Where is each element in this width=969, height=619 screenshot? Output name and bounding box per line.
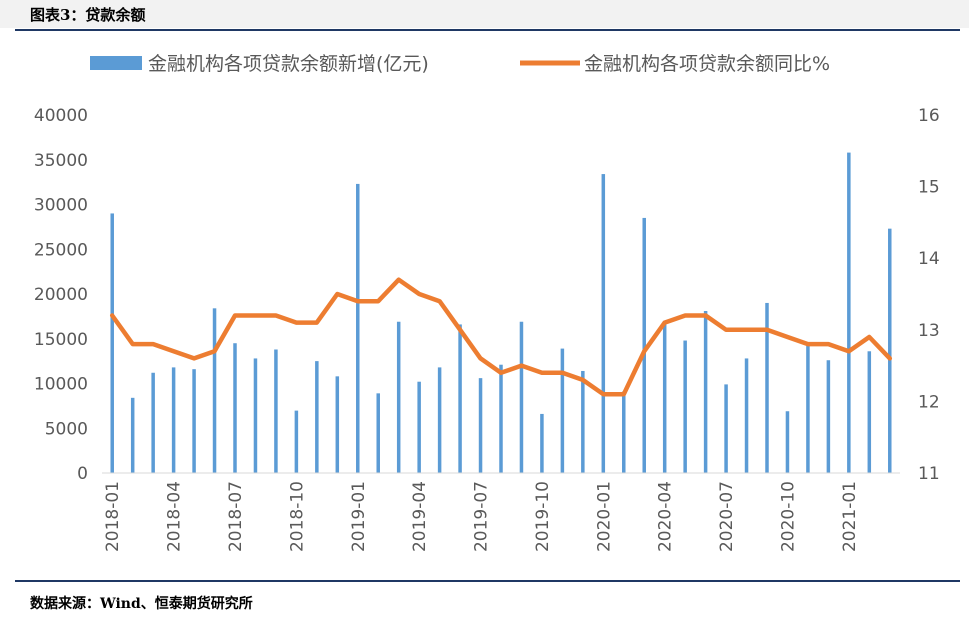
bar — [540, 413, 544, 473]
bar — [274, 349, 278, 473]
bar — [683, 340, 687, 473]
x-tick-label: 2018-10 — [287, 481, 307, 552]
title-bar — [0, 0, 969, 28]
x-tick-label: 2018-07 — [226, 481, 246, 552]
right-tick-label: 11 — [918, 464, 940, 484]
left-tick-label: 30000 — [34, 196, 88, 216]
bar — [560, 348, 565, 473]
bar — [744, 358, 749, 473]
left-tick-label: 35000 — [34, 151, 88, 171]
source-note: 数据来源：Wind、恒泰期货研究所 — [30, 596, 253, 612]
legend-label-bar: 金融机构各项贷款余额新增(亿元) — [148, 53, 429, 75]
left-tick-label: 5000 — [45, 419, 88, 439]
bar — [765, 302, 769, 473]
x-tick-label: 2019-10 — [533, 481, 553, 552]
x-tick-label: 2019-01 — [349, 481, 369, 552]
x-tick-label: 2020-10 — [778, 481, 798, 552]
bar — [703, 311, 708, 473]
legend-label-line: 金融机构各项贷款余额同比% — [584, 53, 830, 75]
x-tick-label: 2018-04 — [165, 481, 185, 552]
right-tick-label: 13 — [918, 321, 940, 341]
bar — [499, 364, 503, 473]
x-tick-label: 2019-04 — [410, 481, 430, 552]
x-tick-label: 2020-01 — [594, 481, 614, 552]
bar — [294, 410, 299, 473]
bar — [396, 321, 401, 473]
x-tick-label: 2018-01 — [103, 481, 123, 552]
right-tick-label: 12 — [918, 392, 940, 412]
bar — [233, 343, 237, 473]
bar — [867, 351, 872, 473]
line-series — [109, 277, 893, 397]
left-tick-label: 20000 — [34, 285, 88, 305]
right-tick-label: 14 — [918, 249, 940, 269]
bar — [806, 345, 810, 473]
bar — [335, 376, 340, 473]
x-tick-label: 2020-04 — [656, 481, 676, 552]
legend-swatch-bar — [90, 56, 142, 70]
bar — [437, 367, 442, 473]
right-y-axis: 11 12 13 14 15 16 — [918, 106, 940, 484]
bar — [110, 213, 114, 473]
bar — [315, 361, 319, 473]
bar — [826, 360, 831, 473]
bar — [581, 370, 585, 473]
bar — [253, 358, 258, 473]
top-divider — [15, 29, 960, 31]
left-tick-label: 25000 — [34, 240, 88, 260]
bar — [376, 393, 380, 473]
bar — [847, 152, 851, 473]
bar — [417, 381, 421, 473]
x-tick-label: 2019-07 — [472, 481, 492, 552]
bar — [888, 228, 892, 473]
line-path — [109, 277, 893, 397]
bar — [151, 372, 155, 473]
figure-title: 图表3：贷款余额 — [30, 6, 146, 24]
left-tick-label: 15000 — [34, 330, 88, 350]
left-tick-label: 40000 — [34, 106, 88, 126]
chart-legend: 金融机构各项贷款余额新增(亿元) 金融机构各项贷款余额同比% — [90, 53, 830, 75]
bar-series — [110, 152, 892, 474]
x-tick-label: 2021-01 — [840, 481, 860, 552]
bar — [171, 367, 176, 473]
bar — [662, 320, 667, 473]
bar — [519, 321, 524, 473]
bar — [724, 384, 728, 473]
right-tick-label: 15 — [918, 178, 940, 198]
x-tick-label: 2020-07 — [717, 481, 737, 552]
bar — [642, 217, 646, 473]
bar — [212, 308, 217, 473]
left-tick-label: 10000 — [34, 375, 88, 395]
x-axis: 2018-01 2018-04 2018-07 2018-10 2019-01 2019-… — [102, 472, 900, 552]
left-tick-label: 0 — [77, 464, 88, 484]
left-y-axis: 0 5000 10000 15000 20000 25000 30000 35000 40000 — [34, 106, 88, 484]
bar — [356, 183, 360, 474]
bar — [478, 378, 483, 473]
bar — [192, 369, 196, 473]
bar — [622, 391, 626, 473]
bar — [601, 174, 606, 473]
bar — [458, 324, 462, 473]
bar — [130, 397, 135, 473]
bottom-divider — [15, 580, 960, 582]
right-tick-label: 16 — [918, 106, 940, 126]
bar — [785, 411, 790, 473]
